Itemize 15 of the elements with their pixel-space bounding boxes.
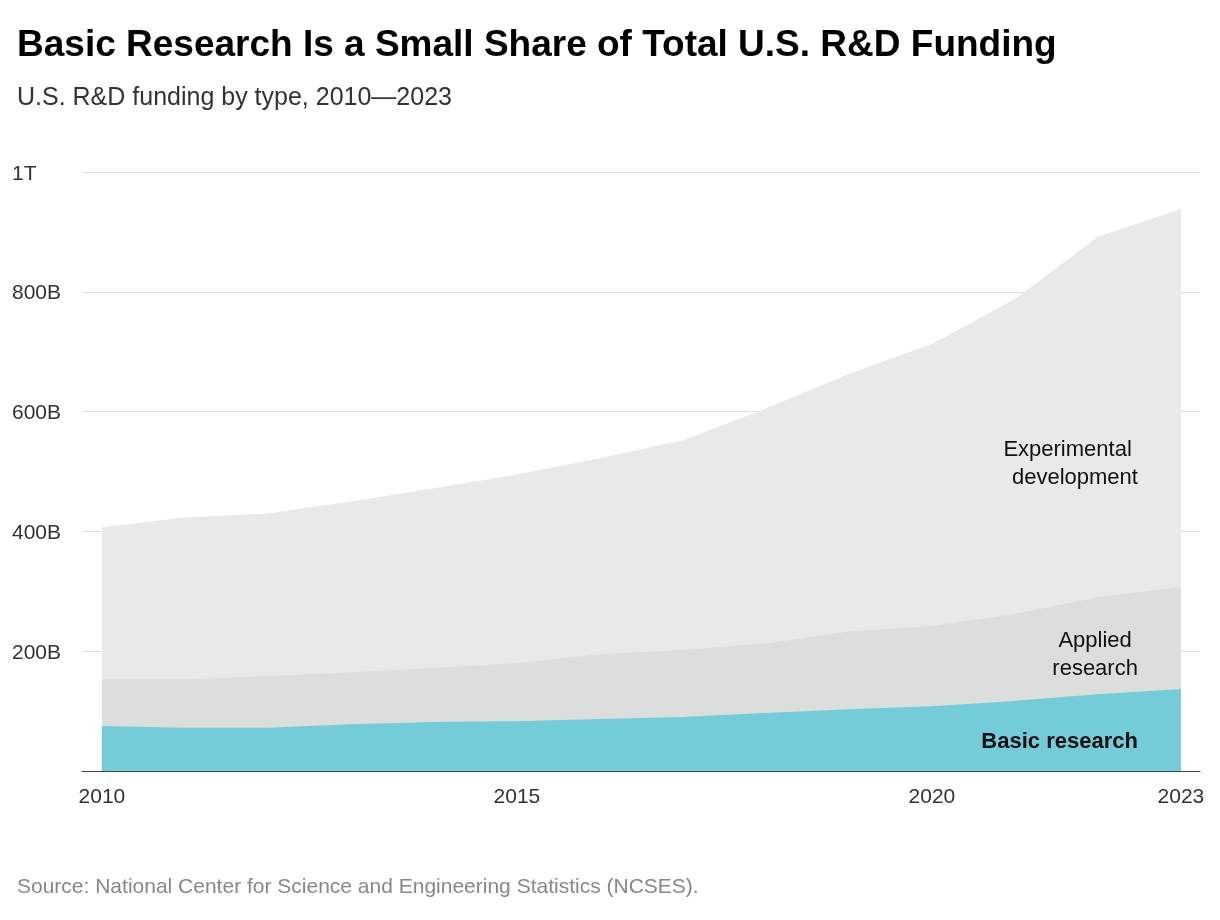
chart-title: Basic Research Is a Small Share of Total U.S. R&D Funding xyxy=(17,23,1057,64)
series-label: Applied research xyxy=(1052,626,1138,680)
source-note: Source: National Center for Science and Engineering Statistics (NCSES). xyxy=(17,874,699,897)
x-tick-label: 2023 xyxy=(1157,784,1205,807)
y-tick-label: 800B xyxy=(12,280,62,304)
series-label: Experimental development xyxy=(1003,435,1138,489)
chart-subtitle: U.S. R&D funding by type, 2010—2023 xyxy=(17,81,452,110)
series-label: Basic research xyxy=(981,728,1138,754)
x-tick-label: 2020 xyxy=(908,784,956,807)
x-tick-label: 2010 xyxy=(78,784,126,807)
y-tick-label: 400B xyxy=(12,519,62,543)
y-tick-label: 600B xyxy=(12,400,62,424)
y-tick-label: 200B xyxy=(12,639,62,663)
y-tick-label: 1T xyxy=(12,160,37,184)
x-tick-label: 2015 xyxy=(493,784,541,807)
